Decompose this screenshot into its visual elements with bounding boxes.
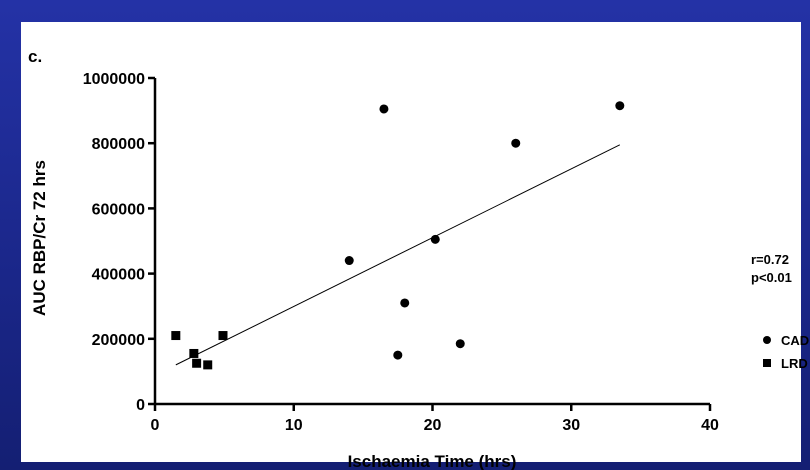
point-lrd	[189, 348, 199, 358]
point-cad	[511, 138, 521, 148]
legend-lrd-label: LRD	[781, 356, 808, 371]
y-tick-label: 1000000	[83, 71, 145, 88]
y-tick-label: 200000	[92, 332, 145, 349]
point-cad	[455, 339, 465, 349]
x-tick-label: 20	[424, 417, 442, 434]
y-tick-label: 600000	[92, 201, 145, 218]
legend-cad-marker	[763, 336, 771, 344]
regression-line	[175, 144, 621, 366]
x-tick-label: 40	[701, 417, 719, 434]
point-lrd	[171, 331, 181, 341]
data-points	[171, 101, 625, 370]
point-cad	[393, 350, 403, 360]
x-axis-label: Ischaemia Time (hrs)	[348, 452, 517, 470]
point-cad	[379, 104, 389, 114]
y-tick-label: 400000	[92, 267, 145, 284]
x-tick-label: 0	[151, 417, 160, 434]
legend: CAD LRD	[763, 333, 809, 371]
point-lrd	[192, 358, 202, 368]
legend-lrd-marker	[763, 359, 771, 367]
y-tick-label: 0	[136, 397, 145, 414]
y-axis-label: AUC RBP/Cr 72 hrs	[30, 160, 49, 316]
point-lrd	[203, 360, 213, 370]
point-cad	[344, 256, 354, 266]
figure-panel	[21, 22, 801, 462]
legend-cad-label: CAD	[781, 333, 809, 348]
stat-p: p<0.01	[751, 270, 792, 285]
point-cad	[615, 101, 625, 111]
y-tick-label: 800000	[92, 136, 145, 153]
axes: 0 200000 400000 600000 800000 1000000 0 10 20 30 4…	[83, 71, 719, 434]
x-tick-label: 10	[285, 417, 303, 434]
point-lrd	[218, 331, 228, 341]
stat-r: r=0.72	[751, 252, 789, 267]
fit-line-group	[175, 144, 621, 366]
x-tick-label: 30	[562, 417, 580, 434]
point-cad	[400, 298, 410, 308]
panel-label: c.	[28, 47, 42, 66]
